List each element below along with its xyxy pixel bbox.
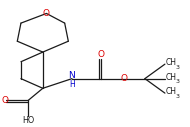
Text: O: O [98,50,105,59]
Text: CH: CH [166,87,177,96]
Text: O: O [120,74,127,83]
Text: HO: HO [22,116,34,125]
Text: CH: CH [166,58,177,67]
Text: 3: 3 [176,94,180,99]
Text: O: O [1,96,8,105]
Text: O: O [43,9,50,18]
Text: H: H [69,80,75,89]
Text: 3: 3 [176,79,180,84]
Text: CH: CH [166,73,177,82]
Text: N: N [69,71,75,80]
Text: 3: 3 [176,65,180,70]
